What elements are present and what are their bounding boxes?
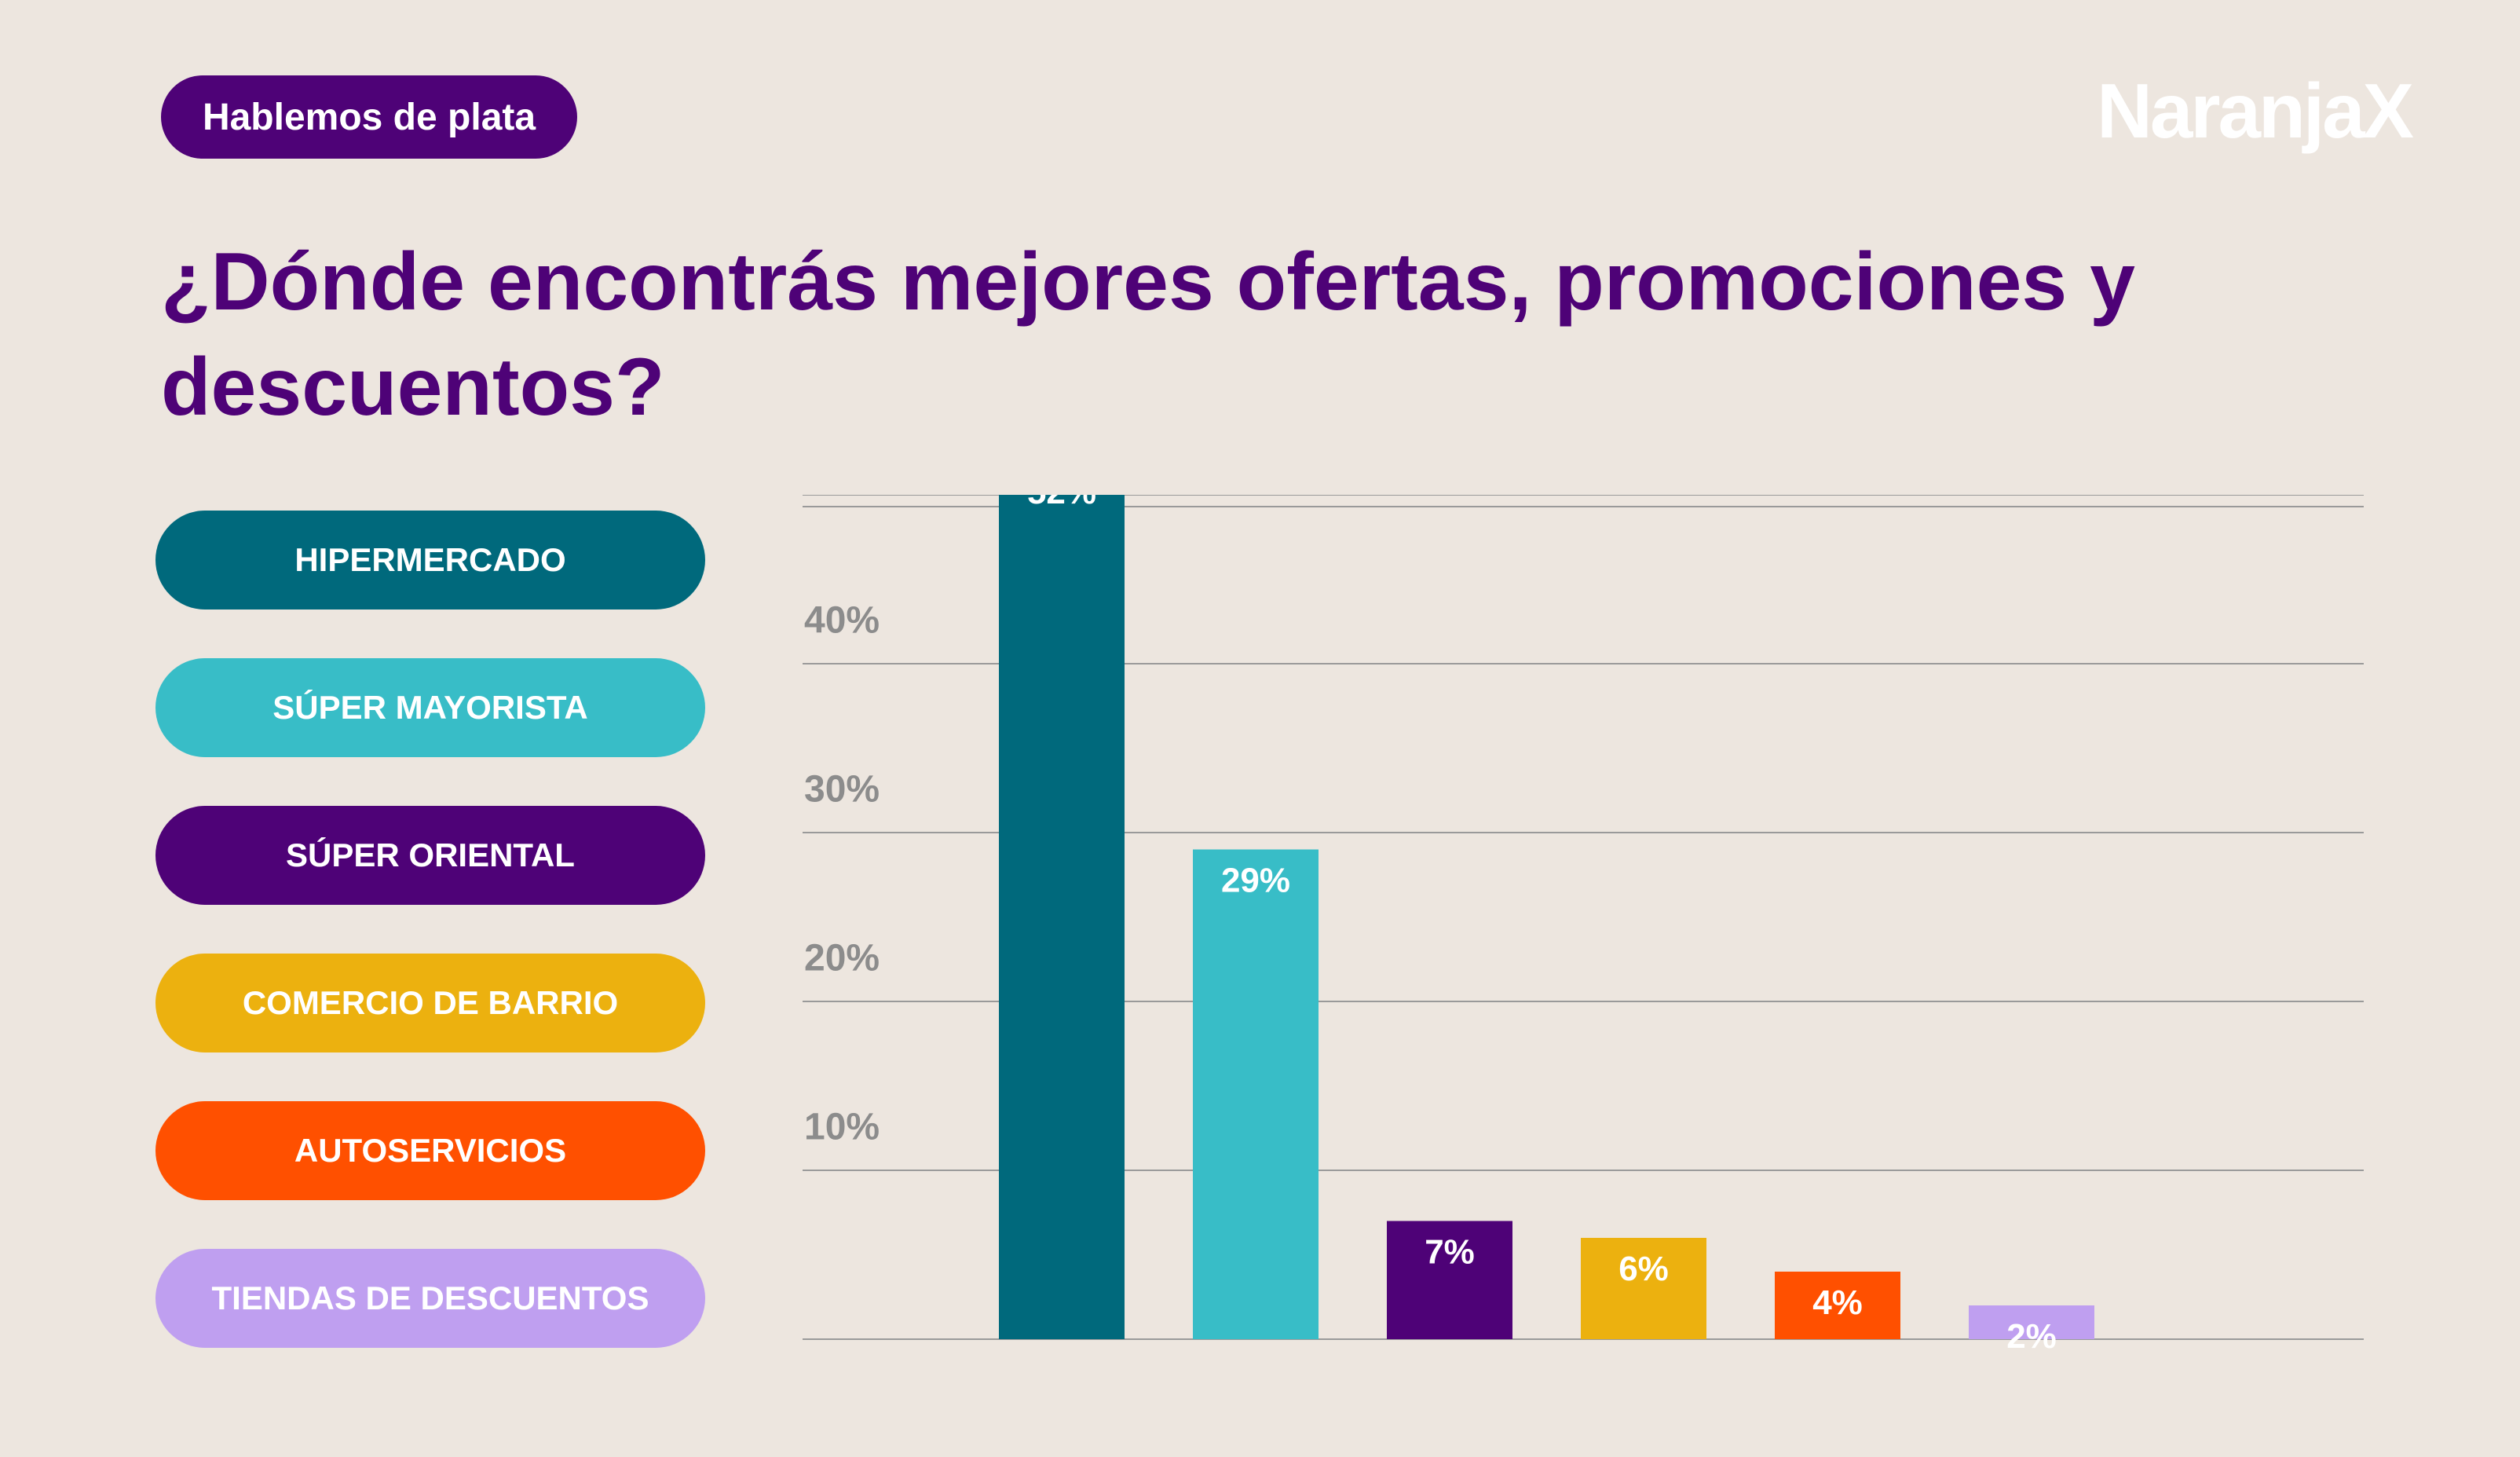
legend-item-tiendas-de-descuentos: TIENDAS DE DESCUENTOS	[155, 1249, 705, 1348]
y-tick-label: 20%	[804, 938, 880, 979]
chart-legend: HIPERMERCADO SÚPER MAYORISTA SÚPER ORIENTA…	[155, 511, 705, 1397]
y-tick-label: 30%	[804, 769, 880, 811]
bar-chart-svg: 10%20%30%40%50%52%29%7%6%4%2%	[803, 431, 2364, 1356]
bar-value-label: 4%	[1812, 1283, 1863, 1322]
legend-item-super-mayorista: SÚPER MAYORISTA	[155, 658, 705, 757]
legend-item-comercio-de-barrio: COMERCIO DE BARRIO	[155, 954, 705, 1052]
bar-hipermercado	[999, 461, 1125, 1339]
bar-value-label: 7%	[1425, 1233, 1475, 1272]
bar-tiendas-de-descuentos	[1969, 1305, 2094, 1339]
legend-item-hipermercado: HIPERMERCADO	[155, 511, 705, 610]
bar-autoservicios	[1775, 1272, 1900, 1339]
bar-comercio-de-barrio	[1581, 1238, 1706, 1339]
bar-value-label: 2%	[2006, 1317, 2057, 1356]
legend-item-super-oriental: SÚPER ORIENTAL	[155, 806, 705, 905]
bar-chart: 10%20%30%40%50%52%29%7%6%4%2%	[785, 431, 2379, 1363]
legend-item-autoservicios: AUTOSERVICIOS	[155, 1101, 705, 1200]
bar-super-oriental	[1387, 1221, 1512, 1339]
bar-value-label: 29%	[1221, 862, 1290, 900]
bar-value-label: 6%	[1618, 1250, 1669, 1288]
y-tick-label: 10%	[804, 1107, 880, 1148]
naranjax-logo: NaranjaX	[2097, 68, 2414, 154]
bar-value-label: 52%	[1027, 495, 1096, 511]
bar-super-mayorista	[1193, 849, 1319, 1339]
chart-title: ¿Dónde encontrás mejores ofertas, promoc…	[161, 236, 2135, 433]
y-tick-label: 40%	[804, 600, 880, 642]
section-tag: Hablemos de plata	[161, 75, 577, 159]
